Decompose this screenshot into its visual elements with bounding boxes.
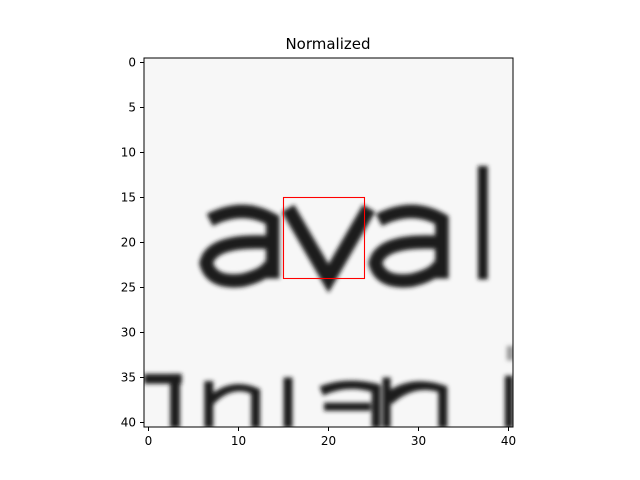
glyph-a-1 — [199, 204, 280, 288]
y-tick-label: 10 — [121, 146, 136, 160]
x-tick-label: 40 — [501, 434, 516, 448]
y-tick-label: 25 — [121, 281, 136, 295]
glyph-a-2 — [368, 204, 449, 288]
y-tick-label: 5 — [128, 101, 136, 115]
x-tick-label: 30 — [411, 434, 426, 448]
x-tick-label: 10 — [231, 434, 246, 448]
lower-text-line — [144, 373, 513, 427]
chart-title: Normalized — [285, 35, 370, 53]
y-tick-label: 15 — [121, 191, 136, 205]
x-tick-label: 0 — [145, 434, 153, 448]
heatmap-image — [144, 58, 513, 427]
highlight-box — [282, 196, 366, 280]
x-axis: 0 10 20 30 40 — [145, 427, 516, 448]
y-tick-label: 35 — [121, 371, 136, 385]
y-axis: 0 5 10 15 20 25 30 35 40 — [121, 56, 144, 430]
glyph-l — [477, 166, 488, 280]
right-edge-mark — [506, 346, 513, 361]
x-tick-label: 20 — [321, 434, 336, 448]
y-tick-label: 30 — [121, 326, 136, 340]
y-tick-label: 40 — [121, 416, 136, 430]
y-tick-label: 0 — [128, 56, 136, 70]
y-tick-label: 20 — [121, 236, 136, 250]
